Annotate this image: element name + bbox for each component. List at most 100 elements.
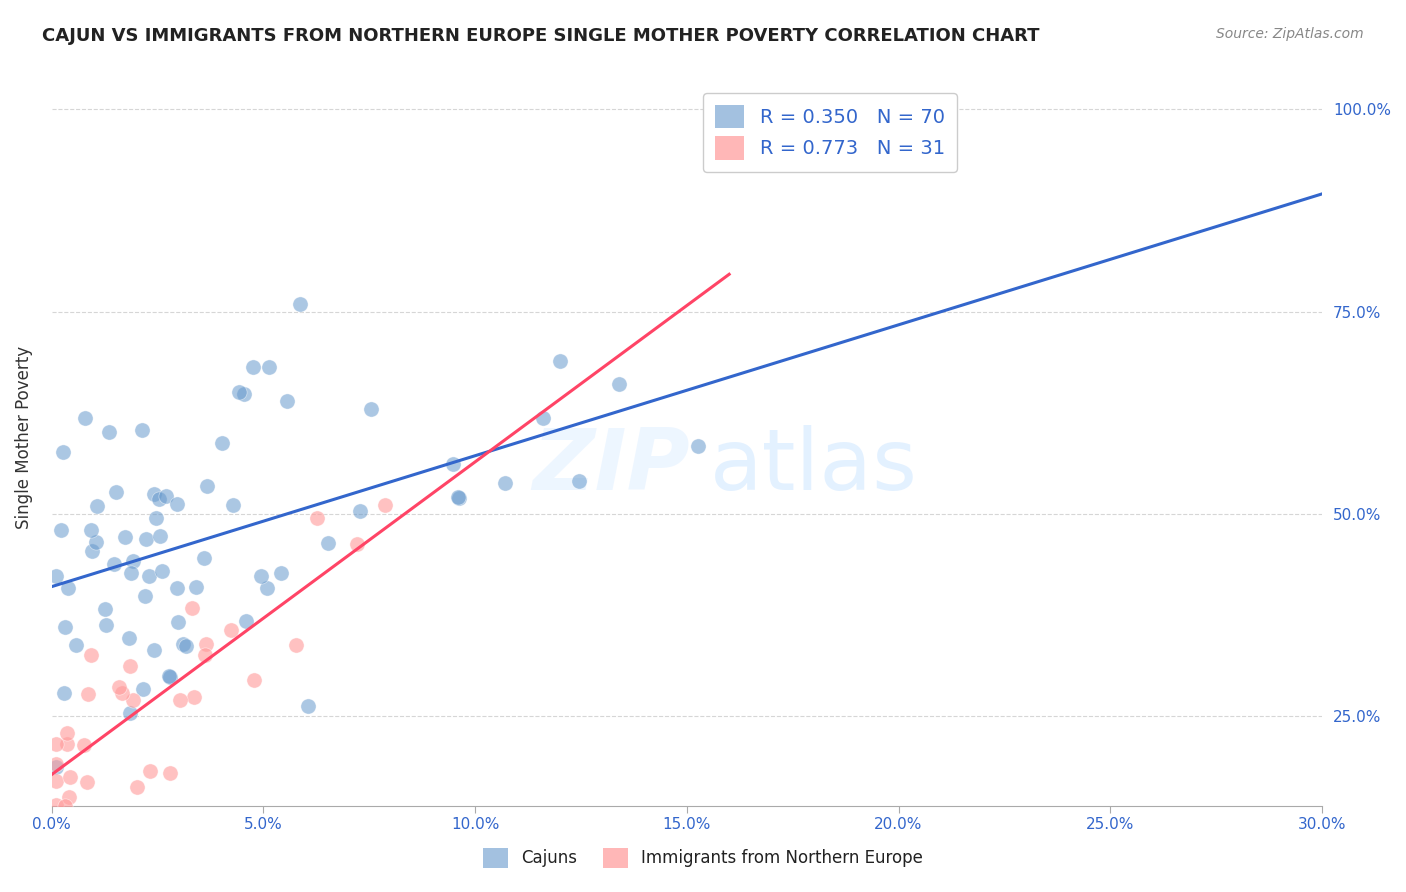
Point bbox=[125, 780, 148, 794]
Point bbox=[184, 580, 207, 594]
Point bbox=[441, 457, 464, 471]
Point bbox=[79, 524, 101, 538]
Point bbox=[270, 566, 292, 581]
Point bbox=[242, 359, 264, 374]
Point bbox=[349, 504, 371, 518]
Point bbox=[58, 790, 80, 805]
Point bbox=[235, 614, 257, 628]
Point bbox=[122, 554, 145, 568]
Point bbox=[548, 354, 571, 368]
Point bbox=[447, 491, 470, 505]
Point bbox=[45, 773, 67, 788]
Point bbox=[288, 297, 311, 311]
Point bbox=[360, 402, 382, 417]
Point bbox=[157, 669, 180, 683]
Point bbox=[145, 510, 167, 524]
Point bbox=[76, 775, 98, 789]
Point bbox=[103, 558, 125, 572]
Point bbox=[494, 475, 516, 490]
Point bbox=[259, 359, 281, 374]
Point bbox=[111, 686, 134, 700]
Point bbox=[155, 489, 177, 503]
Point bbox=[142, 487, 165, 501]
Point bbox=[114, 530, 136, 544]
Point bbox=[250, 569, 273, 583]
Point bbox=[45, 569, 67, 583]
Point bbox=[82, 544, 104, 558]
Point bbox=[80, 648, 103, 662]
Point bbox=[96, 618, 118, 632]
Point bbox=[228, 385, 250, 400]
Point bbox=[138, 569, 160, 583]
Point bbox=[148, 492, 170, 507]
Point bbox=[120, 566, 142, 581]
Point bbox=[49, 524, 72, 538]
Point bbox=[149, 529, 172, 543]
Point bbox=[176, 639, 198, 653]
Point bbox=[166, 615, 188, 629]
Point bbox=[56, 581, 79, 595]
Point bbox=[150, 564, 173, 578]
Legend: Cajuns, Immigrants from Northern Europe: Cajuns, Immigrants from Northern Europe bbox=[477, 841, 929, 875]
Point bbox=[194, 648, 217, 662]
Point bbox=[166, 581, 188, 595]
Point bbox=[195, 479, 218, 493]
Point bbox=[285, 639, 308, 653]
Point bbox=[686, 439, 709, 453]
Point bbox=[159, 765, 181, 780]
Point bbox=[108, 680, 131, 694]
Point bbox=[120, 706, 142, 720]
Point bbox=[172, 637, 194, 651]
Point bbox=[222, 498, 245, 512]
Text: atlas: atlas bbox=[710, 425, 918, 508]
Point bbox=[307, 510, 329, 524]
Point bbox=[166, 497, 188, 511]
Text: CAJUN VS IMMIGRANTS FROM NORTHERN EUROPE SINGLE MOTHER POVERTY CORRELATION CHART: CAJUN VS IMMIGRANTS FROM NORTHERN EUROPE… bbox=[42, 27, 1039, 45]
Point bbox=[93, 602, 115, 616]
Legend: R = 0.350   N = 70, R = 0.773   N = 31: R = 0.350 N = 70, R = 0.773 N = 31 bbox=[703, 93, 956, 171]
Point bbox=[118, 658, 141, 673]
Point bbox=[211, 436, 233, 450]
Point bbox=[131, 423, 153, 437]
Point bbox=[53, 798, 76, 813]
Point bbox=[53, 686, 76, 700]
Point bbox=[104, 485, 127, 500]
Point bbox=[65, 639, 87, 653]
Point bbox=[374, 498, 396, 512]
Point bbox=[276, 394, 298, 409]
Point bbox=[180, 601, 202, 615]
Point bbox=[139, 764, 162, 778]
Point bbox=[531, 411, 554, 425]
Point bbox=[134, 589, 156, 603]
Point bbox=[45, 737, 67, 751]
Point bbox=[53, 620, 76, 634]
Point bbox=[59, 770, 82, 784]
Point bbox=[135, 532, 157, 546]
Point bbox=[56, 726, 79, 740]
Point bbox=[219, 623, 242, 637]
Point bbox=[45, 757, 67, 772]
Point bbox=[56, 738, 79, 752]
Point bbox=[98, 425, 121, 440]
Point bbox=[169, 693, 191, 707]
Point bbox=[193, 551, 215, 566]
Point bbox=[609, 376, 631, 391]
Point bbox=[118, 631, 141, 645]
Point bbox=[243, 673, 266, 688]
Point bbox=[45, 759, 67, 773]
Point bbox=[297, 699, 319, 714]
Point bbox=[131, 681, 153, 696]
Point bbox=[447, 490, 470, 504]
Point bbox=[346, 537, 368, 551]
Point bbox=[77, 687, 100, 701]
Point bbox=[52, 445, 75, 459]
Point bbox=[195, 637, 218, 651]
Text: ZIP: ZIP bbox=[531, 425, 689, 508]
Point bbox=[86, 499, 108, 513]
Point bbox=[75, 411, 97, 425]
Point bbox=[256, 581, 278, 595]
Point bbox=[233, 387, 256, 401]
Point bbox=[84, 534, 107, 549]
Point bbox=[159, 670, 181, 684]
Point bbox=[183, 690, 205, 705]
